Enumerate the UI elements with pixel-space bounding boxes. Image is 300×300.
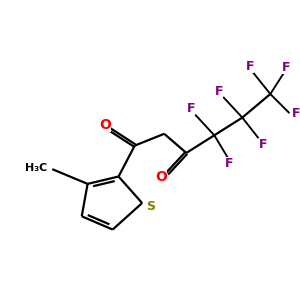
Text: F: F	[259, 138, 267, 151]
Text: F: F	[292, 107, 300, 120]
Text: F: F	[225, 157, 233, 170]
Text: F: F	[214, 85, 223, 98]
Text: O: O	[155, 169, 167, 184]
Text: O: O	[99, 118, 111, 132]
Text: F: F	[282, 61, 291, 74]
Text: F: F	[187, 102, 195, 115]
Text: F: F	[245, 59, 254, 73]
Text: S: S	[146, 200, 155, 213]
Text: H₃C: H₃C	[25, 163, 47, 173]
